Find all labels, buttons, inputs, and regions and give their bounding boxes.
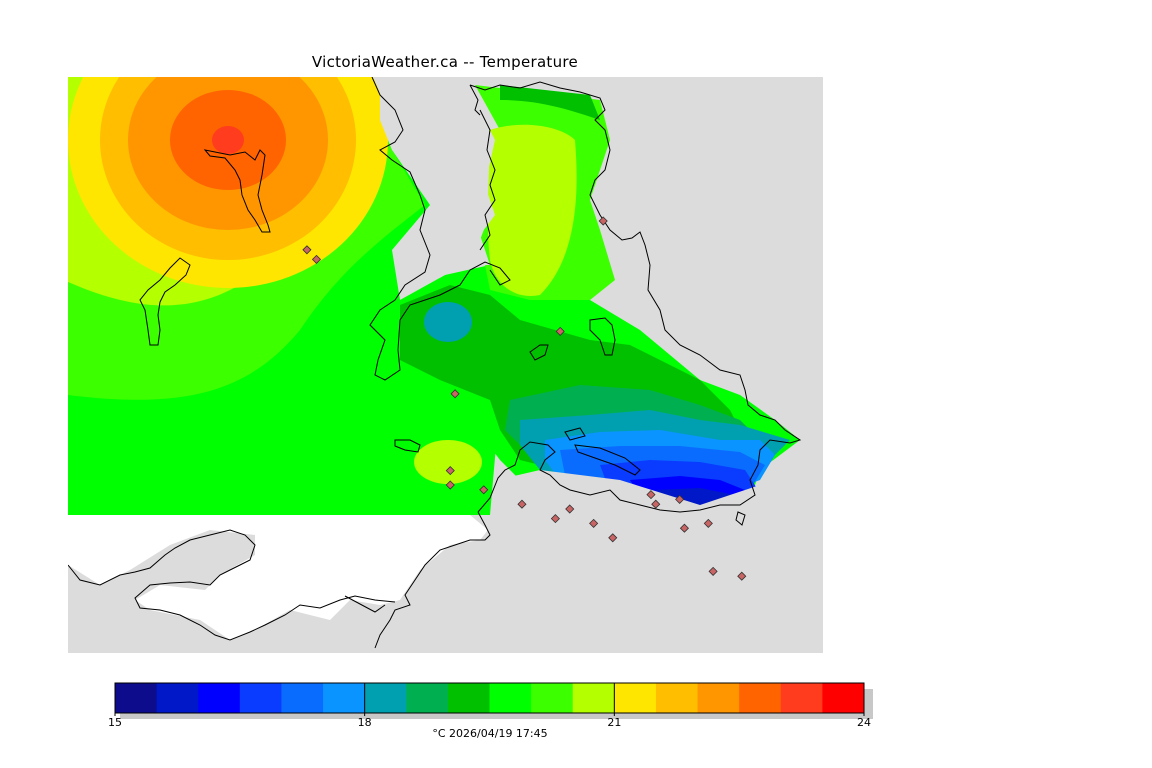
legend-swatch xyxy=(364,683,407,713)
legend-swatch xyxy=(239,683,282,713)
coastline xyxy=(68,77,802,649)
weather-station-marker[interactable] xyxy=(450,389,460,399)
legend-color-bar xyxy=(114,682,865,714)
west-island-field xyxy=(68,77,500,515)
legend-swatch xyxy=(531,683,574,713)
legend-unit-timestamp: °C 2026/04/19 17:45 xyxy=(432,727,547,740)
legend-swatch xyxy=(655,683,699,713)
weather-station-marker[interactable] xyxy=(675,494,685,504)
weather-station-marker[interactable] xyxy=(589,518,599,528)
weather-station-marker[interactable] xyxy=(703,518,713,528)
legend-swatch xyxy=(739,683,782,713)
weather-station-marker[interactable] xyxy=(608,533,618,543)
station-markers xyxy=(302,216,747,581)
weather-station-marker[interactable] xyxy=(679,523,689,533)
weather-station-marker[interactable] xyxy=(302,245,312,255)
legend-tick-label: 24 xyxy=(857,716,871,729)
weather-station-marker[interactable] xyxy=(479,485,489,495)
weather-station-marker[interactable] xyxy=(646,490,656,500)
legend-tick-label: 18 xyxy=(358,716,372,729)
weather-station-marker[interactable] xyxy=(550,514,560,524)
islands xyxy=(139,149,746,526)
legend-tick-label: 15 xyxy=(108,716,122,729)
weather-station-marker[interactable] xyxy=(565,504,575,514)
weather-station-marker[interactable] xyxy=(311,254,322,264)
weather-station-marker[interactable] xyxy=(708,566,718,576)
legend-swatch xyxy=(614,683,657,713)
legend-swatch xyxy=(115,683,158,713)
legend-tick-label: 21 xyxy=(607,716,621,729)
map-title: VictoriaWeather.ca -- Temperature xyxy=(311,53,579,71)
weather-station-marker[interactable] xyxy=(737,571,747,581)
weather-station-marker[interactable] xyxy=(445,466,455,476)
legend-swatch xyxy=(323,683,366,713)
weather-station-marker[interactable] xyxy=(598,216,608,226)
legend-swatch xyxy=(780,683,823,713)
legend-swatch xyxy=(406,683,449,713)
us-region xyxy=(68,515,488,640)
legend-swatch xyxy=(156,683,199,713)
weather-station-marker[interactable] xyxy=(517,499,527,509)
legend-swatch xyxy=(198,683,241,713)
weather-station-marker[interactable] xyxy=(445,480,455,490)
legend-swatch xyxy=(822,683,865,713)
legend-swatch xyxy=(572,683,615,713)
legend-ticks: 15 18 21 24 xyxy=(108,683,871,729)
legend-swatch xyxy=(697,683,740,713)
temperature-field xyxy=(68,77,800,515)
legend-swatch xyxy=(489,683,532,713)
legend-swatch xyxy=(447,683,490,713)
weather-station-marker[interactable] xyxy=(651,499,661,509)
legend-swatch xyxy=(281,683,324,713)
weather-station-marker[interactable] xyxy=(555,326,565,336)
